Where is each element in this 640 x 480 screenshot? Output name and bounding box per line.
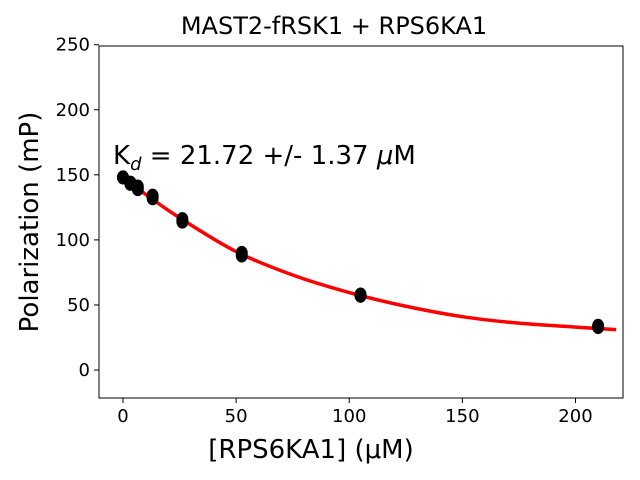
y-tick-label: 100 <box>56 230 90 251</box>
kd-annotation: Kd = 21.72 +/- 1.37 μM <box>113 141 416 175</box>
x-tick-label: 100 <box>332 406 366 427</box>
data-point <box>592 320 605 335</box>
chart-title: MAST2-fRSK1 + RPS6KA1 <box>181 12 487 40</box>
y-axis-label: Polarization (mP) <box>15 112 45 333</box>
data-point <box>176 214 189 229</box>
y-tick-label: 250 <box>56 35 90 56</box>
fit-curve <box>121 176 617 332</box>
x-tick-label: 200 <box>558 406 592 427</box>
x-tick-label: 50 <box>225 406 248 427</box>
data-point <box>146 191 159 206</box>
data-point <box>235 248 248 263</box>
data-point <box>131 182 144 197</box>
y-tick-label: 150 <box>56 165 90 186</box>
data-point <box>354 288 367 303</box>
x-axis-label: [RPS6KA1] (μM) <box>208 435 414 465</box>
y-tick-label: 200 <box>56 100 90 121</box>
x-tick-label: 0 <box>117 406 128 427</box>
y-tick-label: 0 <box>79 360 90 381</box>
y-tick-label: 50 <box>67 295 90 316</box>
plot-frame <box>98 45 624 399</box>
x-tick-label: 150 <box>445 406 479 427</box>
